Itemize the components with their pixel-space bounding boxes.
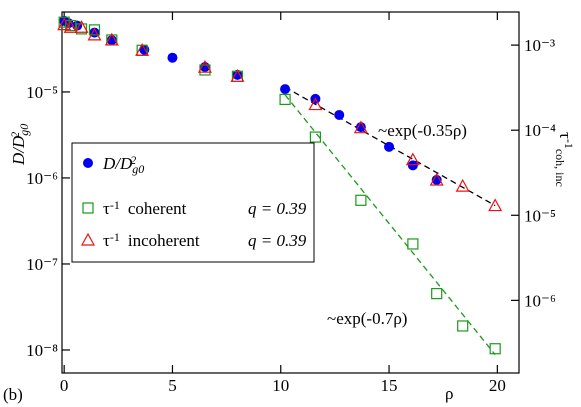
y2-tick-label: 10⁻⁴ (524, 121, 556, 140)
legend-marker (82, 202, 94, 214)
y-tick-label: 10⁻⁶ (26, 169, 58, 188)
point (353, 120, 368, 134)
point (407, 160, 418, 171)
legend-label: D/Dg02 (102, 153, 144, 175)
x-tick-label: 20 (489, 376, 506, 395)
point (280, 84, 291, 95)
label-rest: incoherent (128, 231, 200, 250)
point (75, 23, 88, 35)
point (230, 69, 245, 82)
x-tick-label: 15 (381, 376, 398, 395)
label-sup: 2 (130, 153, 136, 167)
label-text: τ (103, 231, 110, 250)
point (104, 32, 119, 46)
label-text: D/D (9, 135, 28, 166)
legend-marker (80, 232, 96, 246)
rich-label: τ-1coh, inc (553, 132, 575, 187)
fit-annotation: ~exp(-0.35ρ) (378, 121, 467, 140)
label-rest: coherent (128, 199, 187, 218)
label-text: D/D (102, 154, 133, 173)
point (457, 320, 469, 332)
point (135, 43, 150, 56)
legend-box (71, 142, 315, 263)
label-sup: -1 (110, 198, 120, 212)
point (63, 20, 78, 33)
point (355, 194, 367, 206)
point (87, 27, 102, 41)
y2-tick-label: 10⁻⁶ (524, 291, 556, 310)
y-tick-label: 10⁻⁵ (26, 83, 58, 102)
x-tick-label: 10 (272, 376, 289, 395)
point (488, 198, 503, 212)
y-tick-label: 10⁻⁷ (26, 255, 58, 274)
y2-tick-label: 10⁻³ (524, 36, 555, 55)
label-sup: -1 (110, 230, 120, 244)
point (58, 16, 70, 28)
point (88, 24, 101, 36)
point (279, 93, 291, 106)
point (308, 97, 323, 111)
point (384, 141, 395, 152)
point (431, 288, 443, 300)
fit-annotation: ~exp(-0.7ρ) (327, 309, 407, 328)
label-text: τ (103, 199, 110, 218)
legend-param: q = 0.39 (248, 199, 307, 218)
point (355, 122, 366, 133)
legend-param: q = 0.39 (248, 231, 307, 250)
point (407, 238, 419, 250)
panel-label: (b) (3, 385, 23, 404)
legend-label: τ-1 coherent (103, 198, 187, 218)
rich-label: D/Dg02 (8, 124, 30, 166)
point (429, 172, 444, 186)
label-sub: coh, inc (553, 149, 567, 187)
legend-label: τ-1 incoherent (103, 230, 200, 250)
label-text: τ (556, 132, 575, 139)
y2-tick-label: 10⁻⁵ (524, 206, 556, 225)
x-axis-label: ρ (445, 384, 453, 403)
point (232, 69, 243, 80)
label-sup: 2 (8, 132, 22, 138)
point (405, 152, 420, 166)
x-tick-label: 5 (168, 376, 177, 395)
legend-marker (83, 158, 93, 168)
point (57, 17, 72, 31)
point (74, 20, 89, 33)
plot-frame (61, 11, 520, 374)
label-sub: g0 (132, 162, 144, 176)
point (489, 343, 501, 355)
point (455, 178, 470, 192)
x-tick-label: 0 (60, 376, 69, 395)
y-tick-label: 10⁻⁸ (26, 341, 58, 360)
point (309, 131, 322, 143)
label-sub: g0 (17, 124, 31, 136)
point (334, 109, 345, 120)
point (197, 59, 212, 73)
label-sup: -1 (562, 139, 576, 149)
point (167, 52, 178, 63)
